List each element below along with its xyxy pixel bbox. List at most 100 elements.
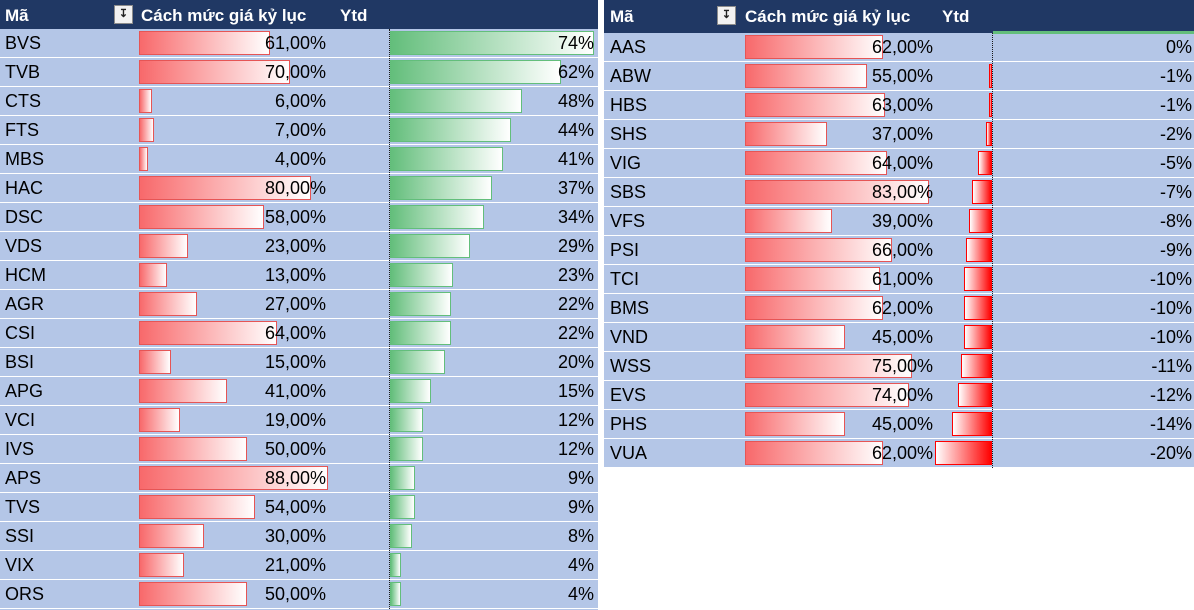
percent-databar: [745, 441, 883, 465]
ytd-value: 41%: [557, 149, 594, 169]
percent-databar: [139, 147, 148, 171]
table-row[interactable]: ABW 55,00% -1%: [604, 62, 1194, 91]
ytd-value: -11%: [1151, 356, 1192, 376]
percent-value: 62,00%: [871, 298, 933, 318]
stock-code: ABW: [610, 66, 652, 86]
ytd-databar: [390, 234, 470, 258]
table-row[interactable]: BMS 62,00% -10%: [604, 294, 1194, 323]
percent-databar: [139, 60, 290, 84]
percent-databar: [745, 238, 892, 262]
table-row[interactable]: HBS 63,00% -1%: [604, 91, 1194, 120]
ytd-value: -10%: [1149, 327, 1192, 347]
stock-code: TVB: [5, 62, 41, 82]
table-row[interactable]: SBS 83,00% -7%: [604, 178, 1194, 207]
table-row[interactable]: TVS 54,00% 9%: [0, 493, 598, 522]
ytd-value: 29%: [557, 236, 594, 256]
ytd-databar: [390, 379, 432, 403]
stock-code: CTS: [5, 91, 41, 111]
stock-code: PSI: [610, 240, 640, 260]
table-row[interactable]: VND 45,00% -10%: [604, 323, 1194, 352]
ytd-value: -5%: [1159, 153, 1192, 173]
ytd-value: 74%: [557, 33, 594, 53]
ytd-value: 12%: [557, 410, 594, 430]
percent-databar: [139, 582, 247, 606]
table-row[interactable]: VDS 23,00% 29%: [0, 232, 598, 261]
table-row[interactable]: SHS 37,00% -2%: [604, 120, 1194, 149]
table-row[interactable]: PHS 45,00% -14%: [604, 410, 1194, 439]
table-row[interactable]: VUA 62,00% -20%: [604, 439, 1194, 468]
stock-code: TCI: [610, 269, 639, 289]
table-row[interactable]: AAS 62,00% 0%: [604, 33, 1194, 62]
table-row[interactable]: DSC 58,00% 34%: [0, 203, 598, 232]
percent-value: 41,00%: [264, 381, 326, 401]
table-row[interactable]: EVS 74,00% -12%: [604, 381, 1194, 410]
table-row[interactable]: TCI 61,00% -10%: [604, 265, 1194, 294]
percent-value: 50,00%: [264, 439, 326, 459]
ytd-databar: [957, 383, 992, 407]
table-row[interactable]: VIX 21,00% 4%: [0, 551, 598, 580]
table-row[interactable]: HAC 80,00% 37%: [0, 174, 598, 203]
header-code[interactable]: Mã: [610, 7, 634, 26]
ytd-value: 62%: [557, 62, 594, 82]
ytd-value: 4%: [567, 584, 594, 604]
ytd-databar: [390, 437, 424, 461]
percent-value: 80,00%: [264, 178, 326, 198]
header-percent[interactable]: Cách mức giá kỷ lục: [745, 7, 911, 26]
ytd-databar: [972, 180, 992, 204]
table-row[interactable]: BSI 15,00% 20%: [0, 348, 598, 377]
table-row[interactable]: TVB 70,00% 62%: [0, 58, 598, 87]
header-ytd[interactable]: Ytd: [340, 6, 368, 25]
ytd-databar: [989, 64, 992, 88]
table-row[interactable]: IVS 50,00% 12%: [0, 435, 598, 464]
ytd-value: 4%: [567, 555, 594, 575]
table-row[interactable]: PSI 66,00% -9%: [604, 236, 1194, 265]
table-row[interactable]: CTS 6,00% 48%: [0, 87, 598, 116]
stock-code: IVS: [5, 439, 35, 459]
table-row[interactable]: APS 88,00% 9%: [0, 464, 598, 493]
stock-code: DSC: [5, 207, 44, 227]
percent-databar: [139, 495, 256, 519]
stock-code: VIG: [610, 153, 642, 173]
sort-filter-icon[interactable]: ↧: [114, 5, 133, 24]
table-row[interactable]: ORS 50,00% 4%: [0, 580, 598, 609]
stock-code: HBS: [610, 95, 648, 115]
percent-databar: [745, 64, 868, 88]
table-row[interactable]: APG 41,00% 15%: [0, 377, 598, 406]
percent-value: 13,00%: [264, 265, 326, 285]
percent-databar: [745, 151, 888, 175]
ytd-databar: [390, 176, 492, 200]
percent-databar: [139, 89, 152, 113]
table-row[interactable]: FTS 7,00% 44%: [0, 116, 598, 145]
percent-databar: [139, 350, 172, 374]
ytd-databar: [960, 354, 992, 378]
ytd-databar: [390, 582, 402, 606]
table-row[interactable]: VFS 39,00% -8%: [604, 207, 1194, 236]
table-row[interactable]: BVS 61,00% 74%: [0, 29, 598, 58]
percent-databar: [745, 122, 828, 146]
table-row[interactable]: VCI 19,00% 12%: [0, 406, 598, 435]
table-row[interactable]: CSI 64,00% 22%: [0, 319, 598, 348]
ytd-databar: [390, 31, 594, 55]
table-row[interactable]: MBS 4,00% 41%: [0, 145, 598, 174]
ytd-zero-bar: [993, 31, 1194, 34]
header-code[interactable]: Mã: [5, 6, 29, 25]
percent-value: 55,00%: [871, 66, 933, 86]
ytd-databar: [969, 209, 992, 233]
percent-value: 64,00%: [264, 323, 326, 343]
percent-databar: [139, 524, 204, 548]
stock-code: VND: [610, 327, 649, 347]
ytd-value: 37%: [557, 178, 594, 198]
table-row[interactable]: HCM 13,00% 23%: [0, 261, 598, 290]
header-percent[interactable]: Cách mức giá kỷ lục: [141, 6, 307, 25]
sort-filter-icon[interactable]: ↧: [717, 6, 736, 25]
stock-code: SBS: [610, 182, 647, 202]
percent-databar: [745, 383, 910, 407]
header-ytd[interactable]: Ytd: [942, 7, 970, 26]
ytd-value: 34%: [557, 207, 594, 227]
table-row[interactable]: SSI 30,00% 8%: [0, 522, 598, 551]
percent-value: 7,00%: [274, 120, 326, 140]
table-row[interactable]: AGR 27,00% 22%: [0, 290, 598, 319]
table-row[interactable]: WSS 75,00% -11%: [604, 352, 1194, 381]
table-row[interactable]: VIG 64,00% -5%: [604, 149, 1194, 178]
percent-value: 58,00%: [264, 207, 326, 227]
